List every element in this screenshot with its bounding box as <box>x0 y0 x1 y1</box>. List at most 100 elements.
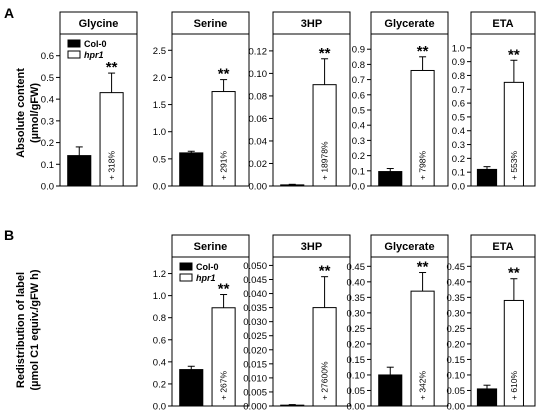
y-tick-label: 0.025 <box>243 331 267 342</box>
chart-a-serine: Serine 0.0 0.5 1.0 1.5 2.0 2.5 ** + 291% <box>153 11 250 193</box>
bar-hpr1 <box>99 92 124 187</box>
chart-b-3hp: 3HP 0.000 0.005 0.010 0.015 0.020 0.025 0.030 0.… <box>243 234 351 413</box>
chart-title: 3HP <box>301 18 322 30</box>
y-tick-label: 0.5 <box>452 112 465 123</box>
y-tick-label: 0.20 <box>347 339 366 350</box>
bar-col-0 <box>179 152 204 187</box>
y-tick-label: 0.2 <box>153 379 166 390</box>
percent-annotation: + 610% <box>509 370 519 400</box>
y-tick-label: 0.25 <box>347 324 366 335</box>
y-tick-label: 0.010 <box>243 373 267 384</box>
plot-frame <box>470 33 536 187</box>
charts-group: Glycine 0.0 0.1 0.2 0.3 0.4 0.5 0.6 ** + 318% Col-… <box>41 11 536 413</box>
significance-stars: ** <box>417 259 429 276</box>
y-tick-label: 0.8 <box>452 71 465 82</box>
y-tick-label: 0.10 <box>249 69 268 80</box>
y-tick-label: 0.1 <box>452 168 465 179</box>
y-tick-label: 1.0 <box>153 291 166 302</box>
chart-title: 3HP <box>301 241 322 253</box>
bar-col-0 <box>378 374 403 407</box>
panel-b-ylabel-line1: Redistribution of label <box>15 272 27 388</box>
plot-frame <box>272 33 351 187</box>
y-tick-label: 0.8 <box>352 60 365 71</box>
percent-annotation: + 291% <box>219 150 229 180</box>
chart-title: Glycerate <box>384 241 434 253</box>
plot-frame <box>59 33 138 187</box>
y-tick-label: 0.3 <box>352 136 365 147</box>
plot-frame <box>470 256 536 407</box>
y-tick-label: 0.4 <box>452 126 465 137</box>
chart-title: Glycerate <box>384 18 434 30</box>
bar-col-0 <box>476 168 498 187</box>
y-tick-label: 0.10 <box>447 370 466 381</box>
y-tick-label: 0.040 <box>243 289 267 300</box>
significance-stars: ** <box>218 281 230 298</box>
significance-stars: ** <box>319 263 331 280</box>
y-tick-label: 0.9 <box>352 45 365 56</box>
y-tick-label: 0.7 <box>352 75 365 86</box>
y-tick-label: 0.005 <box>243 387 267 398</box>
chart-a-glycine: Glycine 0.0 0.1 0.2 0.3 0.4 0.5 0.6 ** + 318% Col-… <box>41 11 138 193</box>
bar-hpr1 <box>410 290 435 407</box>
y-tick-label: 0.0 <box>153 182 166 193</box>
y-tick-label: 0.1 <box>41 160 54 171</box>
y-tick-label: 0.05 <box>347 386 366 397</box>
bar-col-0 <box>476 388 498 407</box>
percent-annotation: + 318% <box>107 150 117 180</box>
bar-hpr1 <box>211 307 236 407</box>
y-tick-label: 0.2 <box>41 138 54 149</box>
y-tick-label: 0.10 <box>347 370 366 381</box>
y-tick-label: 0.0 <box>352 182 365 193</box>
y-tick-label: 0.0 <box>452 182 465 193</box>
chart-title: Serine <box>194 18 228 30</box>
y-tick-label: 0.0 <box>153 402 166 413</box>
y-tick-label: 0.6 <box>41 51 54 62</box>
y-tick-label: 0.6 <box>352 90 365 101</box>
panel-a-ylabel-line2: (µmol/gFW) <box>29 83 41 143</box>
y-tick-label: 0.030 <box>243 317 267 328</box>
y-tick-label: 1.5 <box>153 100 166 111</box>
y-tick-label: 0.06 <box>249 114 268 125</box>
legend-label: Col-0 <box>196 262 219 272</box>
y-tick-label: 0.00 <box>347 402 366 413</box>
panel-b-label: B <box>4 227 14 243</box>
y-tick-label: 0.1 <box>352 166 365 177</box>
y-tick-label: 0.20 <box>447 339 466 350</box>
y-tick-label: 0.25 <box>447 324 466 335</box>
panel-b-ylabel-line2: (µmol C1 equiv./gFW h) <box>29 269 41 390</box>
significance-stars: ** <box>508 46 520 63</box>
y-tick-label: 0.30 <box>347 308 366 319</box>
y-tick-label: 0.4 <box>153 357 166 368</box>
legend-label: hpr1 <box>196 273 216 283</box>
panel-a-label: A <box>4 5 14 21</box>
y-tick-label: 0.45 <box>347 262 366 273</box>
y-tick-label: 0.015 <box>243 359 267 370</box>
significance-stars: ** <box>218 66 230 83</box>
legend-swatch <box>179 262 193 271</box>
y-tick-label: 0.45 <box>447 262 466 273</box>
chart-a-eta: ETA 0.0 0.1 0.2 0.3 0.4 0.5 0.6 0.7 0.8 0.9 1.0 ** + … <box>452 11 536 193</box>
percent-annotation: + 553% <box>509 150 519 180</box>
y-tick-label: 0.4 <box>41 95 54 106</box>
y-tick-label: 0.15 <box>447 355 466 366</box>
bar-hpr1 <box>312 307 337 407</box>
y-tick-label: 0.6 <box>153 335 166 346</box>
panel-b-ylabel: Redistribution of label (µmol C1 equiv./… <box>15 269 41 390</box>
chart-title: ETA <box>492 241 513 253</box>
y-tick-label: 0.35 <box>447 293 466 304</box>
y-tick-label: 0.5 <box>41 73 54 84</box>
plot-frame <box>171 256 250 407</box>
bar-hpr1 <box>211 91 236 187</box>
y-tick-label: 0.035 <box>243 303 267 314</box>
chart-b-eta: ETA 0.00 0.05 0.10 0.15 0.20 0.25 0.30 0.35 0.40 0… <box>447 234 536 413</box>
bar-col-0 <box>179 369 204 407</box>
percent-annotation: + 342% <box>418 370 428 400</box>
chart-title: Serine <box>194 241 228 253</box>
plot-frame <box>171 33 250 187</box>
y-tick-label: 0.050 <box>243 261 267 272</box>
y-tick-label: 1.0 <box>153 127 166 138</box>
plot-frame <box>370 33 449 187</box>
bar-col-0 <box>67 155 92 187</box>
bar-col-0 <box>280 184 305 187</box>
